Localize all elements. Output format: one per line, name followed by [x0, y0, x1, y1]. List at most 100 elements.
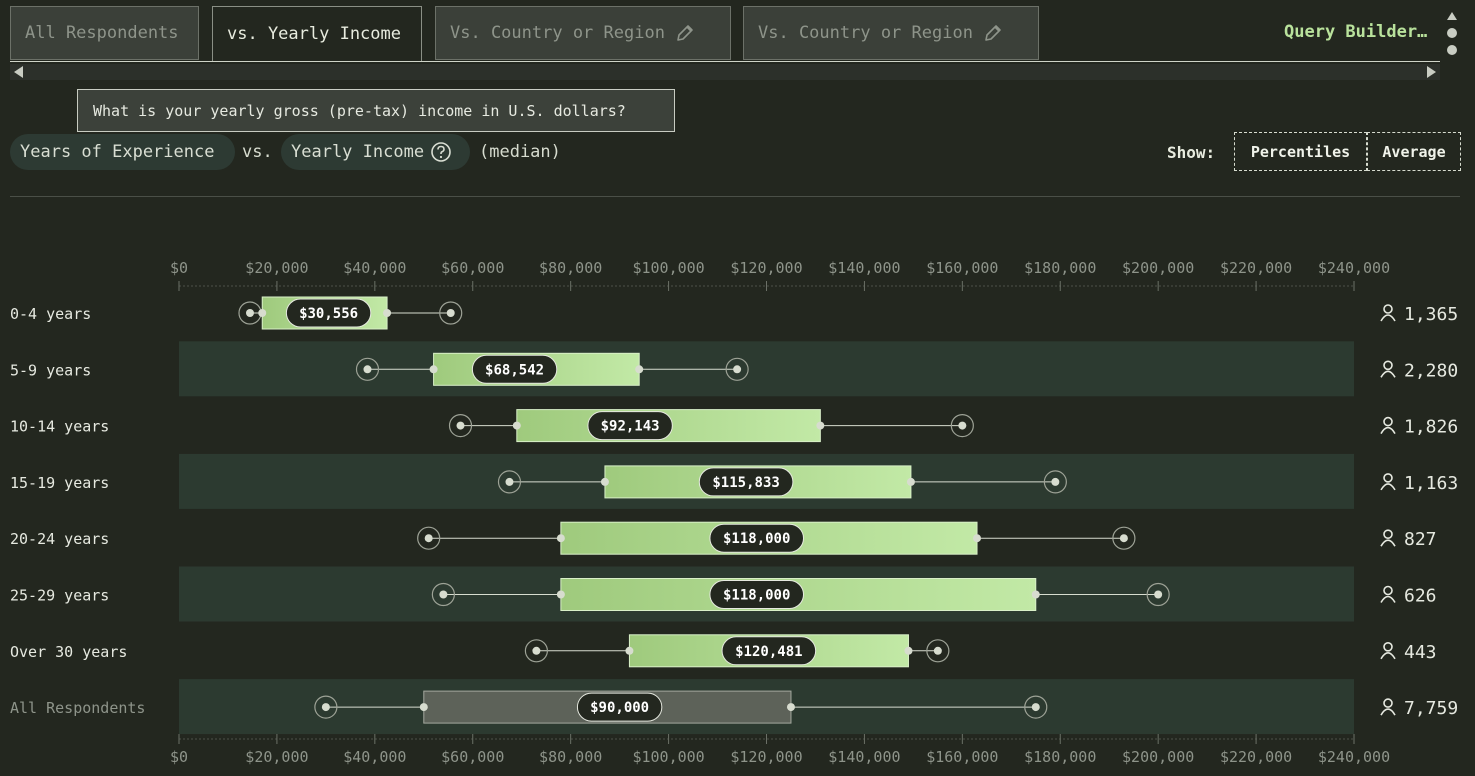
- percentile-90-10-marker: [524, 639, 548, 663]
- percentile-90-10-marker: [1146, 582, 1170, 607]
- x-tick-label: $100,000: [632, 748, 704, 766]
- person-icon-head: [1383, 416, 1393, 427]
- person-icon: [1380, 539, 1396, 547]
- percentile-dot: [1051, 477, 1060, 486]
- x-tick-label: $180,000: [1024, 259, 1096, 277]
- x-variable-label: Years of Experience: [20, 142, 215, 162]
- x-tick-label: $80,000: [539, 748, 602, 766]
- respondent-count: 1,163: [1404, 473, 1458, 494]
- quartile-dot: [906, 477, 915, 486]
- x-variable-pill[interactable]: Years of Experience: [10, 134, 235, 170]
- query-builder-link[interactable]: Query Builder…: [1284, 22, 1428, 42]
- row-band: [179, 341, 1354, 397]
- respondent-count: 1,826: [1404, 417, 1458, 438]
- person-icon-head: [1383, 473, 1393, 483]
- percentile-90-10-marker: [1024, 695, 1048, 719]
- person-icon: [1380, 314, 1396, 322]
- row-label: 15-19 years: [10, 474, 109, 492]
- respondent-count: 7,759: [1404, 698, 1458, 719]
- vertical-scroll-icon[interactable]: [1444, 10, 1460, 62]
- quartile-dot: [1031, 590, 1040, 599]
- quartile-dot: [419, 703, 428, 712]
- respondent-count: 827: [1404, 529, 1437, 550]
- person-icon: [1380, 595, 1396, 603]
- row-label: 5-9 years: [10, 361, 91, 379]
- percentile-90-10-marker: [1043, 470, 1067, 494]
- help-icon[interactable]: [430, 141, 452, 163]
- percentile-dot: [424, 534, 433, 543]
- x-tick-label: $140,000: [828, 748, 900, 766]
- median-badge: [285, 298, 372, 328]
- pencil-icon[interactable]: [983, 23, 1003, 43]
- scroll-right-icon[interactable]: [1427, 66, 1436, 78]
- x-tick-label: $240,000: [1318, 748, 1390, 766]
- percentile-dot: [439, 590, 448, 599]
- scroll-left-icon[interactable]: [14, 66, 23, 78]
- percentile-dot: [505, 477, 514, 486]
- row-label: 20-24 years: [10, 530, 109, 548]
- person-icon-head: [1383, 698, 1393, 708]
- median-label: $115,833: [712, 475, 779, 491]
- x-tick-label: $160,000: [926, 259, 998, 277]
- percentile-dot: [1154, 590, 1163, 599]
- respondent-count: 443: [1404, 642, 1437, 663]
- percentile-dot: [1119, 534, 1128, 543]
- tab-all-respondents[interactable]: All Respondents: [10, 6, 199, 60]
- median-label: $118,000: [723, 531, 790, 547]
- person-icon-head: [1383, 585, 1393, 596]
- person-icon-head: [1383, 360, 1393, 371]
- percentile-90-10-marker: [439, 301, 463, 325]
- x-tick-label: $0: [170, 748, 188, 766]
- person-icon-head: [1383, 304, 1393, 314]
- pencil-icon[interactable]: [675, 23, 695, 43]
- person-icon-head: [1383, 641, 1393, 652]
- income-box-chart: $0 $20,000 $40,000 $60,000 $80,000 $100,000 $1…: [10, 259, 1458, 766]
- tab-yearly-income[interactable]: vs. Yearly Income: [212, 6, 422, 62]
- median-badge: [721, 636, 817, 666]
- tab-underline: [10, 61, 1440, 62]
- x-tick-label: $100,000: [632, 259, 704, 277]
- percentile-90-10-marker: [950, 414, 974, 438]
- percentile-dot: [1031, 703, 1040, 712]
- percentile-dot: [733, 365, 742, 374]
- percentile-dot: [456, 421, 465, 430]
- horizontal-scrollbar[interactable]: [10, 64, 1440, 80]
- quartile-dot: [973, 534, 982, 543]
- tab-country-region-2[interactable]: Vs. Country or Region: [743, 6, 1039, 60]
- quartile-dot: [635, 365, 644, 374]
- row-label: 10-14 years: [10, 418, 109, 436]
- median-label: $118,000: [723, 588, 790, 604]
- person-icon: [1380, 426, 1396, 435]
- row-label: 0-4 years: [10, 305, 91, 323]
- median-badge: [709, 580, 805, 609]
- quartile-dot: [512, 421, 521, 430]
- percentile-dot: [245, 309, 254, 317]
- percentile-90-10-marker: [314, 695, 338, 719]
- quartile-dot: [258, 309, 267, 317]
- average-button[interactable]: Average: [1367, 132, 1461, 171]
- x-tick-label: $200,000: [1122, 748, 1194, 766]
- tab-country-region-1[interactable]: Vs. Country or Region: [435, 6, 731, 60]
- x-tick-label: $60,000: [441, 259, 504, 277]
- x-tick-label: $240,000: [1318, 259, 1390, 277]
- respondent-count: 626: [1404, 586, 1437, 607]
- quartile-dot: [786, 703, 795, 712]
- respondent-count: 1,365: [1404, 304, 1458, 325]
- x-tick-label: $120,000: [730, 259, 802, 277]
- respondent-count: 2,280: [1404, 360, 1458, 381]
- y-variable-pill[interactable]: Yearly Income: [281, 134, 470, 170]
- x-tick-label: $20,000: [245, 259, 308, 277]
- x-tick-label: $180,000: [1024, 748, 1096, 766]
- vs-text: vs.: [242, 142, 273, 162]
- tab-label: Vs. Country or Region: [450, 23, 665, 43]
- x-tick-label: $40,000: [343, 259, 406, 277]
- tab-label: vs. Yearly Income: [227, 24, 401, 44]
- show-label: Show:: [1167, 143, 1216, 162]
- x-tick-label: $0: [170, 259, 188, 277]
- question-tooltip: What is your yearly gross (pre-tax) inco…: [77, 89, 675, 132]
- percentiles-button[interactable]: Percentiles: [1234, 132, 1367, 171]
- quartile-dot: [625, 646, 634, 655]
- median-badge: [587, 411, 673, 441]
- percentile-90-10-marker: [1112, 526, 1136, 550]
- median-badge: [576, 692, 663, 722]
